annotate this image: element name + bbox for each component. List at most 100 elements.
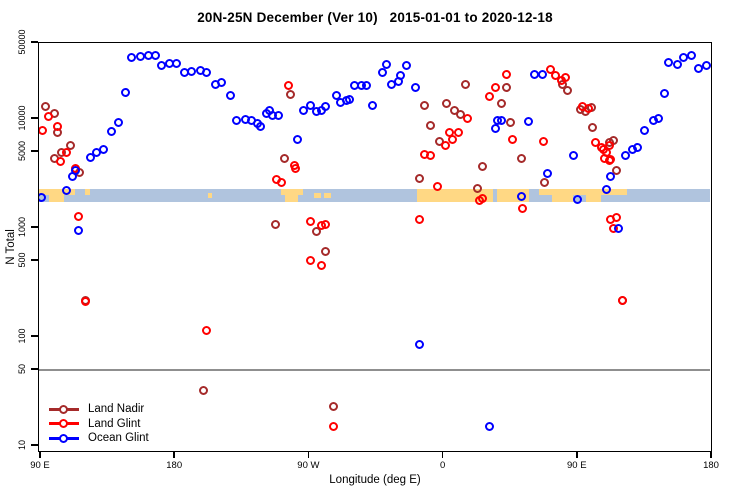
x-axis-ticks: 90 E 180 90 W 0 90 E 180: [30, 452, 719, 478]
y-tick: [31, 226, 38, 228]
data-point-land-nadir: [516, 153, 526, 163]
data-point-ocean-glint: [345, 95, 355, 105]
y-tick: [31, 368, 38, 370]
data-point-land-nadir: [562, 86, 572, 96]
data-point-ocean-glint: [151, 50, 161, 60]
land-segment: [539, 188, 552, 196]
data-point-ocean-glint: [606, 171, 616, 181]
y-tick-label: 50000: [17, 29, 27, 55]
data-point-ocean-glint: [187, 67, 197, 77]
data-point-ocean-glint: [524, 117, 534, 127]
data-point-land-glint: [561, 72, 571, 82]
plot-area: Land Nadir Land Glint Ocean Glint: [38, 42, 712, 452]
land-segment: [573, 188, 586, 196]
land-segment: [49, 188, 64, 202]
land-segment: [298, 188, 303, 196]
data-point-ocean-glint: [306, 100, 316, 110]
x-tick: [173, 452, 175, 458]
y-tick: [31, 41, 38, 43]
legend-label-ocean-glint: Ocean Glint: [88, 432, 149, 445]
land-segment: [39, 188, 50, 196]
data-point-land-glint: [284, 81, 294, 91]
land-segment: [284, 188, 299, 202]
data-point-ocean-glint: [568, 151, 578, 161]
data-point-land-nadir: [66, 140, 76, 150]
y-axis-tick-labels: 10 50 100 500 1000 5000 10000 50000: [0, 30, 30, 452]
data-point-land-glint: [491, 83, 501, 93]
land-segment: [84, 188, 91, 196]
data-point-ocean-glint: [686, 50, 696, 60]
x-tick-label: 90 E: [30, 460, 50, 471]
data-point-ocean-glint: [410, 83, 420, 93]
data-point-ocean-glint: [537, 70, 547, 80]
data-point-ocean-glint: [361, 81, 371, 91]
y-tick-label: 5000: [17, 141, 27, 162]
data-point-ocean-glint: [543, 168, 553, 178]
data-point-ocean-glint: [298, 105, 308, 115]
data-point-land-glint: [618, 296, 628, 306]
data-point-land-glint: [425, 151, 435, 161]
data-point-ocean-glint: [127, 53, 137, 63]
data-point-land-glint: [61, 147, 71, 157]
x-tick-label: 0: [439, 460, 446, 471]
data-point-land-glint: [448, 135, 458, 145]
data-point-ocean-glint: [485, 422, 495, 432]
data-point-ocean-glint: [659, 89, 669, 99]
data-point-ocean-glint: [216, 77, 226, 87]
legend: Land Nadir Land Glint Ocean Glint: [49, 402, 149, 446]
data-point-land-glint: [433, 181, 443, 191]
x-tick-label: 180: [166, 460, 183, 471]
x-tick: [441, 452, 444, 458]
land-segment: [208, 192, 212, 198]
data-point-ocean-glint: [673, 60, 683, 70]
y-tick: [31, 444, 38, 446]
y-tick-label: 100: [17, 328, 27, 344]
data-point-ocean-glint: [491, 124, 501, 134]
y-tick-label: 500: [17, 252, 27, 268]
data-point-ocean-glint: [273, 110, 283, 120]
data-point-land-glint: [43, 112, 53, 122]
data-point-land-glint: [55, 156, 65, 166]
data-point-land-nadir: [415, 173, 425, 183]
data-point-land-glint: [518, 203, 528, 213]
y-tick-label: 10: [17, 439, 27, 451]
data-point-ocean-glint: [497, 116, 507, 126]
data-point-land-glint: [415, 215, 425, 225]
x-tick-label: 180: [703, 460, 719, 471]
data-point-land-nadir: [473, 183, 483, 193]
x-axis-title: Longitude (deg E): [329, 474, 421, 486]
data-point-ocean-glint: [701, 61, 711, 71]
data-point-land-nadir: [425, 120, 435, 130]
data-point-ocean-glint: [70, 166, 80, 176]
land-segment: [324, 192, 331, 198]
data-point-ocean-glint: [321, 101, 331, 111]
legend-item-land-nadir: Land Nadir: [49, 402, 149, 417]
data-point-land-glint: [583, 103, 593, 113]
data-point-land-glint: [507, 135, 517, 145]
data-point-land-glint: [501, 70, 511, 80]
data-point-ocean-glint: [202, 68, 211, 78]
data-point-land-nadir: [270, 220, 280, 230]
data-point-land-glint: [291, 163, 301, 173]
reference-line-50: [39, 368, 710, 371]
data-point-land-nadir: [461, 80, 471, 90]
x-tick: [710, 452, 712, 458]
data-point-ocean-glint: [382, 60, 392, 70]
data-point-land-glint: [81, 297, 91, 307]
data-point-ocean-glint: [99, 144, 109, 154]
x-tick: [39, 452, 41, 458]
data-point-ocean-glint: [395, 71, 405, 81]
data-point-ocean-glint: [39, 193, 46, 203]
data-point-land-glint: [306, 256, 316, 266]
data-point-land-glint: [550, 71, 560, 81]
y-tick-label: 10000: [17, 105, 27, 131]
data-point-ocean-glint: [664, 57, 674, 67]
data-point-land-nadir: [497, 98, 507, 108]
data-point-land-glint: [612, 213, 622, 223]
data-point-land-glint: [328, 422, 338, 432]
data-point-ocean-glint: [231, 116, 241, 126]
y-tick-label: 50: [17, 363, 27, 374]
data-point-ocean-glint: [172, 59, 182, 69]
data-point-ocean-glint: [640, 126, 650, 136]
